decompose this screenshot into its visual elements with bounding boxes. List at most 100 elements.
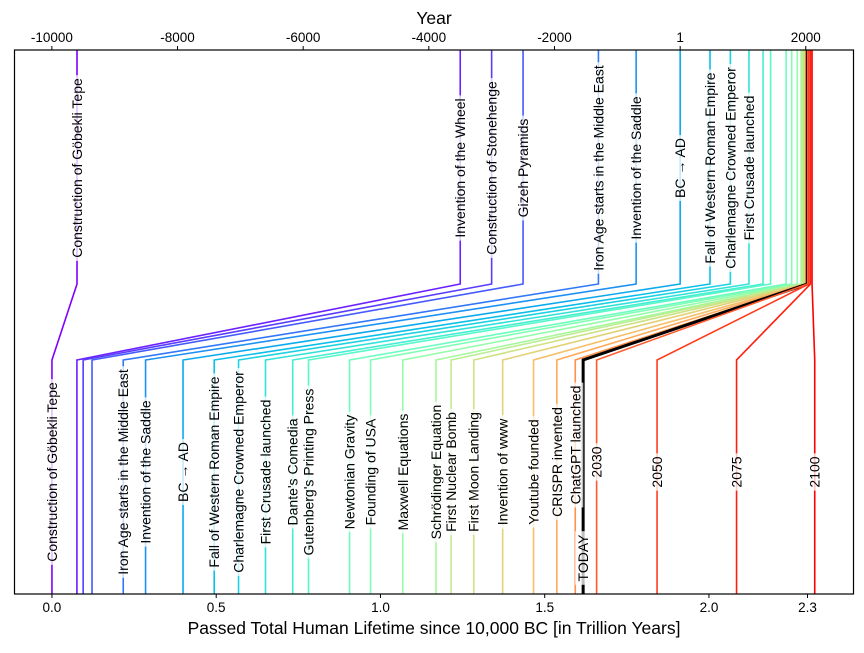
label-background [672, 135, 689, 201]
label-background [548, 404, 565, 520]
label-background [362, 415, 379, 529]
label-background [575, 531, 592, 585]
event-label-bottom: Youtube founded [525, 416, 542, 528]
bottom-tick-label: 2.3 [798, 600, 817, 615]
bottom-tick-label: 2.0 [700, 600, 719, 615]
event-label-bottom: CRISPR invented [548, 404, 565, 520]
event-label-text: CRISPR invented [549, 407, 565, 517]
event-label-bottom: BC → AD [175, 439, 192, 505]
event-label-bottom: Founding of USA [362, 415, 379, 529]
event-label-text: 2050 [649, 456, 665, 487]
event-label-bottom: Invention of the Saddle [137, 397, 154, 547]
event-line [532, 50, 807, 594]
event-label-top: Invention of the Saddle [628, 93, 645, 243]
event-label-bottom: Construction of Göbekli Tepe [43, 379, 60, 565]
event-label-bottom: Iron Age starts in the Middle East [115, 366, 132, 578]
label-background [702, 69, 719, 267]
bottom-tick-label: 1.5 [535, 600, 554, 615]
label-background [284, 415, 301, 529]
event-label-bottom: ChatGPT launched [567, 382, 584, 508]
event-label-top: Gizeh Pyramids [515, 115, 532, 221]
label-background [525, 416, 542, 528]
bottom-axis-ticks: 0.0 0.5 1.0 1.5 2.0 2.3 [43, 594, 817, 615]
event-label-bottom: 2050 [649, 453, 666, 491]
label-background [515, 115, 532, 221]
event-label-bottom: TODAY [575, 531, 592, 585]
top-tick-label: -8000 [160, 30, 195, 45]
label-background [452, 95, 469, 241]
event-label-top: Iron Age starts in the Middle East [590, 62, 607, 274]
event-label-top: Fall of Western Roman Empire [702, 69, 719, 267]
event-label-text: Invention of www [495, 418, 511, 525]
event-label-bottom: Dante's Comedia [284, 415, 301, 529]
label-background [722, 64, 739, 272]
event-label-text: Maxwell Equations [395, 414, 411, 531]
event-label-text: Construction of Göbekli Tepe [44, 382, 60, 562]
event-label-text: Invention of the Saddle [628, 96, 644, 239]
event-line [348, 50, 787, 594]
event-label-text: Invention of the Saddle [138, 400, 154, 543]
label-background [628, 93, 645, 243]
event-label-text: Fall of Western Roman Empire [206, 376, 222, 567]
label-background [115, 366, 132, 578]
event-label-text: Dante's Comedia [285, 418, 301, 525]
event-label-bottom: 2075 [728, 453, 745, 491]
event-label-top: First Crusade launched [740, 92, 757, 244]
event-label-text: Founding of USA [363, 418, 379, 525]
event-label-text: First Moon Landing [466, 412, 482, 532]
event-labels: Construction of Göbekli Tepe Construction… [43, 62, 823, 585]
event-label-top: Construction of Göbekli Tepe [69, 75, 86, 261]
event-label-bottom: Maxwell Equations [394, 410, 411, 534]
label-background [394, 410, 411, 534]
bottom-tick-label: 1.0 [371, 600, 390, 615]
event-label-bottom: First Moon Landing [465, 409, 482, 535]
event-label-text: Youtube founded [526, 419, 542, 524]
top-tick-label: 1 [676, 30, 684, 45]
top-tick-label: -10000 [31, 30, 73, 45]
event-label-bottom: Charlemagne Crowned Emperor [230, 368, 247, 576]
label-background [341, 411, 358, 533]
plot-frame [13, 49, 855, 595]
label-background [483, 78, 500, 258]
top-tick-label: -6000 [286, 30, 321, 45]
label-background [588, 443, 605, 481]
event-label-bottom: Gutenberg's Printing Press [300, 385, 317, 559]
event-label-bottom: 2030 [588, 443, 605, 481]
event-label-top: Charlemagne Crowned Emperor [722, 64, 739, 272]
event-label-text: Charlemagne Crowned Emperor [722, 67, 738, 269]
event-label-text: ChatGPT launched [567, 386, 583, 505]
label-background [427, 401, 444, 543]
event-label-text: 2075 [729, 456, 745, 487]
event-label-top: Construction of Stonehenge [483, 78, 500, 258]
event-label-bottom: Newtonian Gravity [341, 411, 358, 533]
event-label-text: BC → AD [175, 442, 191, 502]
bottom-tick-label: 0.0 [43, 600, 62, 615]
label-background [206, 373, 223, 571]
event-line [811, 50, 816, 594]
label-background [494, 415, 511, 529]
label-background [69, 75, 86, 261]
top-axis-ticks: -10000 -8000 -6000 -4000 -2000 1 2000 [31, 30, 821, 50]
event-label-text: 2100 [807, 456, 823, 487]
label-background [443, 408, 460, 536]
event-label-text: Iron Age starts in the Middle East [115, 369, 131, 575]
event-label-text: BC → AD [672, 138, 688, 198]
event-label-text: Invention of the Wheel [452, 98, 468, 237]
label-background [230, 368, 247, 576]
label-background [740, 92, 757, 244]
top-tick-label: -4000 [412, 30, 447, 45]
event-label-text: Schrödinger Equation [428, 405, 444, 540]
label-background [649, 453, 666, 491]
label-background [806, 453, 823, 491]
event-label-text: Iron Age starts in the Middle East [590, 65, 606, 271]
event-label-text: First Crusade launched [257, 400, 273, 545]
event-label-bottom: Invention of www [494, 415, 511, 529]
event-label-text: Fall of Western Roman Empire [702, 72, 718, 263]
label-background [43, 379, 60, 565]
label-background [257, 396, 274, 548]
event-label-text: First Nuclear Bomb [443, 412, 459, 532]
label-background [567, 382, 584, 508]
event-label-bottom: Fall of Western Roman Empire [206, 373, 223, 571]
event-label-text: Gizeh Pyramids [515, 119, 531, 218]
